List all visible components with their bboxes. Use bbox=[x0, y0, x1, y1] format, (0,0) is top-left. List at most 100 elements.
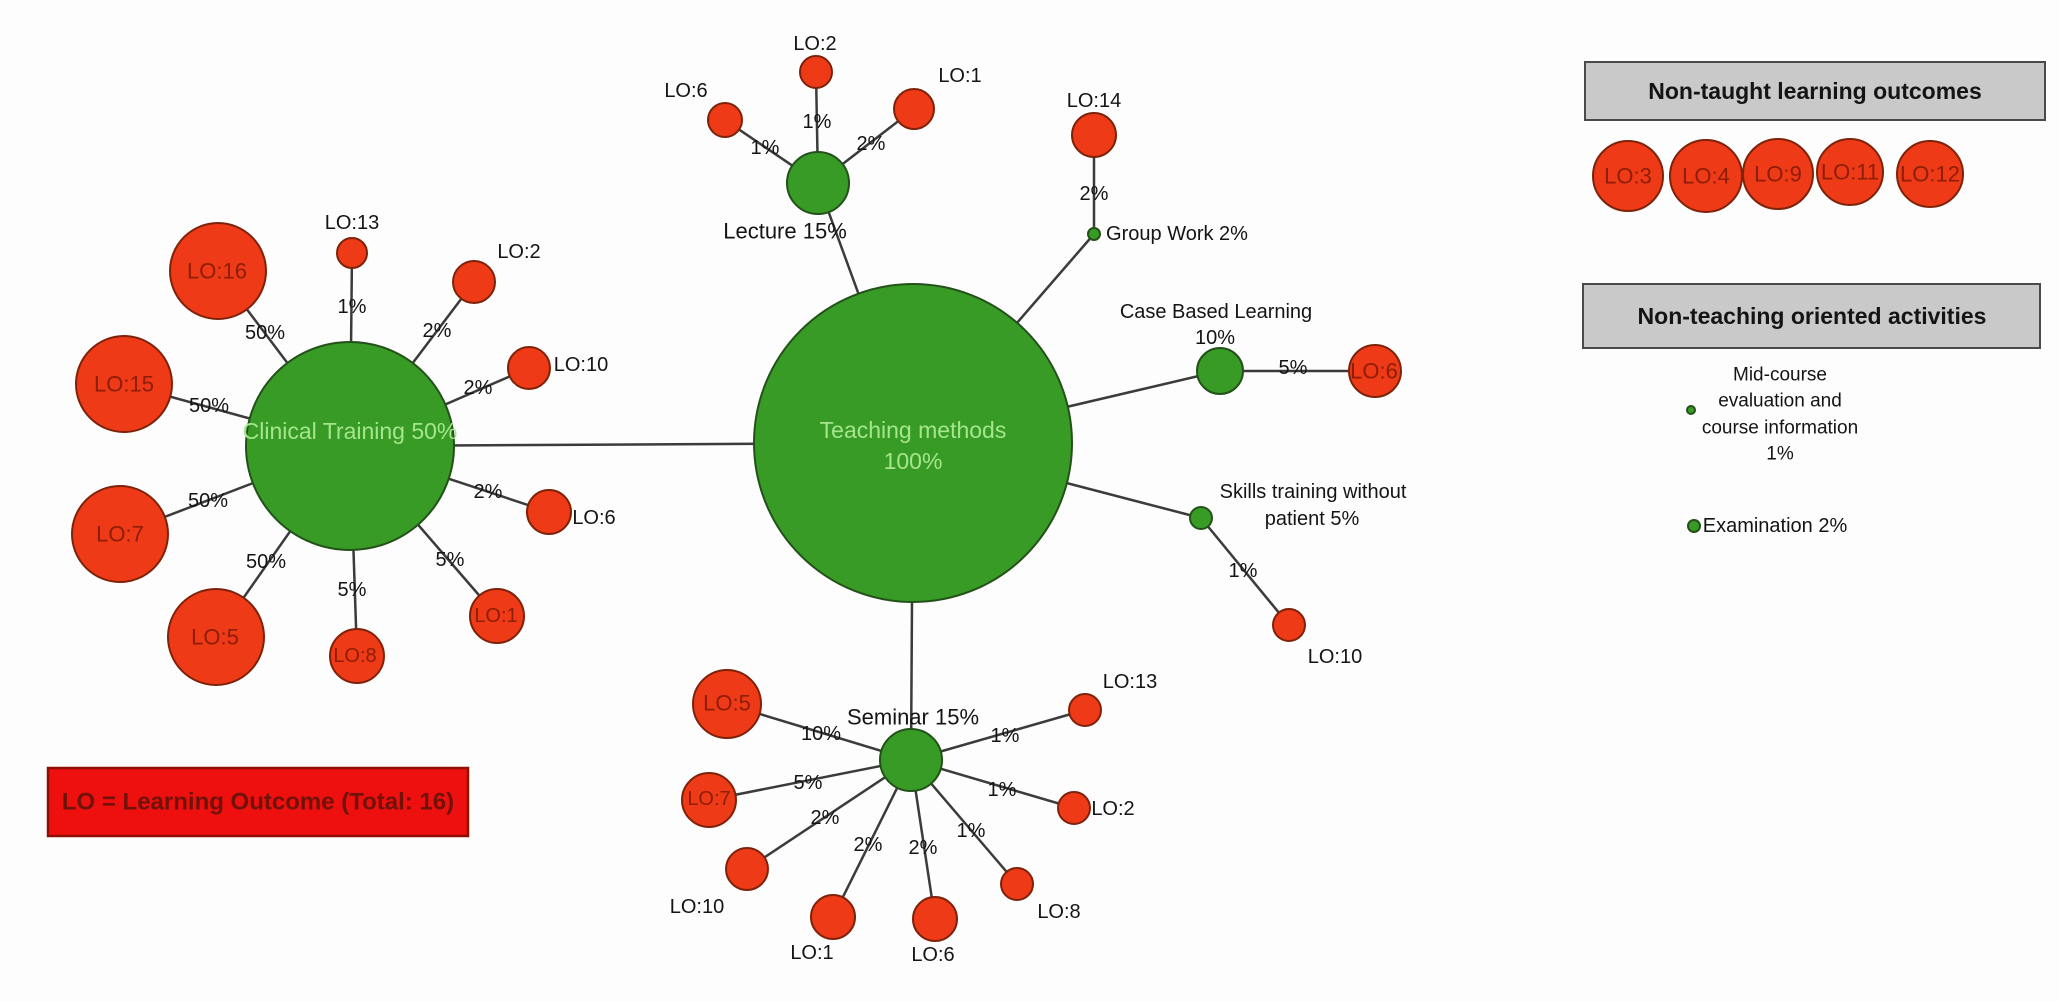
clinical-sat-lo5-label: LO:5 bbox=[191, 625, 239, 650]
seminar-pct-lo5: 10% bbox=[801, 723, 841, 745]
panel-non-taught: Non-taught learning outcomes LO:3 LO:4 L… bbox=[1584, 61, 2046, 213]
seminar-sat-lo1-label: LO:1 bbox=[790, 942, 833, 964]
groupwork-pct-lo14: 2% bbox=[1080, 183, 1109, 205]
seminar-node bbox=[879, 728, 943, 792]
seminar-sat-lo13 bbox=[1068, 693, 1102, 727]
case-based-label-line2: 10% bbox=[1195, 327, 1235, 349]
non-taught-lo12 bbox=[1896, 140, 1964, 208]
non-taught-lo3-label: LO:3 bbox=[1604, 164, 1652, 189]
lecture-pct-lo2: 1% bbox=[803, 111, 832, 133]
group-work-label: Group Work 2% bbox=[1106, 223, 1248, 245]
casebased-sat-lo6 bbox=[1348, 344, 1402, 398]
clinical-pct-lo2: 2% bbox=[423, 320, 452, 342]
legend-note-text: LO = Learning Outcome (Total: 16) bbox=[62, 789, 454, 816]
casebased-pct-lo6: 5% bbox=[1279, 357, 1308, 379]
seminar-pct-lo6: 2% bbox=[909, 837, 938, 859]
case-based-node bbox=[1196, 347, 1244, 395]
clinical-sat-lo2 bbox=[452, 260, 496, 304]
clinical-sat-lo7-label: LO:7 bbox=[96, 522, 144, 547]
seminar-sat-lo6-label: LO:6 bbox=[911, 944, 954, 966]
clinical-sat-lo8 bbox=[329, 628, 385, 684]
clinical-sat-lo6-label: LO:6 bbox=[572, 507, 615, 529]
non-taught-lo12-label: LO:12 bbox=[1900, 162, 1960, 187]
seminar-sat-lo8 bbox=[1000, 867, 1034, 901]
clinical-sat-lo8-label: LO:8 bbox=[333, 645, 376, 667]
seminar-sat-lo2-label: LO:2 bbox=[1091, 798, 1134, 820]
seminar-pct-lo10: 2% bbox=[811, 807, 840, 829]
clinical-pct-lo8: 5% bbox=[338, 579, 367, 601]
seminar-sat-lo5-label: LO:5 bbox=[703, 691, 751, 716]
clinical-sat-lo1-label: LO:1 bbox=[474, 605, 517, 627]
skills-sat-lo10 bbox=[1272, 608, 1306, 642]
non-taught-header-box bbox=[1584, 61, 2046, 121]
edge-skills-lo10 bbox=[1200, 517, 1290, 626]
seminar-pct-lo7: 5% bbox=[794, 772, 823, 794]
clinical-sat-lo6 bbox=[526, 489, 572, 535]
skills-label-line2: patient 5% bbox=[1265, 508, 1360, 530]
clinical-sat-lo10-label: LO:10 bbox=[554, 354, 608, 376]
panel-non-teaching: Non-teaching oriented activities Mid-cou… bbox=[1582, 283, 2041, 537]
casebased-sat-lo6-label: LO:6 bbox=[1350, 359, 1398, 384]
clinical-sat-lo16 bbox=[169, 222, 267, 320]
clinical-pct-lo1: 5% bbox=[436, 549, 465, 571]
seminar-sat-lo7-label: LO:7 bbox=[687, 788, 730, 810]
clinical-pct-lo15: 50% bbox=[189, 395, 229, 417]
clinical-sat-lo7 bbox=[71, 485, 169, 583]
clinical-sat-lo13-label: LO:13 bbox=[325, 212, 379, 234]
groupwork-sat-lo14 bbox=[1071, 112, 1117, 158]
edge-seminar-lo7 bbox=[708, 758, 912, 802]
lecture-sat-lo1 bbox=[893, 88, 935, 130]
mid-course-line3: course information bbox=[1702, 418, 1858, 439]
lecture-sat-lo6-label: LO:6 bbox=[664, 80, 707, 102]
lecture-sat-lo6 bbox=[707, 102, 743, 138]
mid-course-line2: evaluation and bbox=[1718, 391, 1842, 412]
skills-label-line1: Skills training without bbox=[1220, 481, 1407, 503]
groupwork-sat-lo14-label: LO:14 bbox=[1067, 90, 1121, 112]
non-taught-lo3 bbox=[1592, 140, 1664, 212]
clinical-pct-lo6: 2% bbox=[474, 481, 503, 503]
seminar-sat-lo8-label: LO:8 bbox=[1037, 901, 1080, 923]
mid-course-line1: Mid-course bbox=[1733, 365, 1827, 386]
seminar-sat-lo10-label: LO:10 bbox=[670, 896, 724, 918]
case-based-label-line1: Case Based Learning bbox=[1120, 301, 1312, 323]
lecture-label: Lecture 15% bbox=[723, 219, 847, 244]
teaching-methods-percent: 100% bbox=[884, 448, 943, 474]
teaching-methods-node bbox=[753, 283, 1073, 603]
clinical-pct-lo16: 50% bbox=[245, 322, 285, 344]
lecture-pct-lo1: 2% bbox=[857, 133, 886, 155]
legend: LO = Learning Outcome (Total: 16) bbox=[46, 766, 470, 838]
seminar-label: Seminar 15% bbox=[847, 705, 979, 730]
examination-dot bbox=[1687, 519, 1701, 533]
group-work-node bbox=[1087, 227, 1101, 241]
teaching-methods-label: Teaching methods bbox=[820, 417, 1007, 443]
clinical-sat-lo5 bbox=[167, 588, 265, 686]
lecture-sat-lo1-label: LO:1 bbox=[938, 65, 981, 87]
examination-label: Examination 2% bbox=[1703, 515, 1848, 537]
nodes bbox=[71, 55, 1402, 942]
seminar-sat-lo1 bbox=[810, 894, 856, 940]
clinical-sat-lo10 bbox=[507, 346, 551, 390]
seminar-pct-lo1: 2% bbox=[854, 834, 883, 856]
non-taught-lo11 bbox=[1816, 138, 1884, 206]
seminar-sat-lo6 bbox=[912, 896, 958, 942]
non-taught-lo11-label: LO:11 bbox=[1821, 160, 1879, 185]
skills-pct-lo10: 1% bbox=[1229, 560, 1258, 582]
clinical-sat-lo15 bbox=[75, 335, 173, 433]
clinical-training-node bbox=[245, 341, 455, 551]
seminar-sat-lo13-label: LO:13 bbox=[1103, 671, 1157, 693]
seminar-sat-lo10 bbox=[725, 847, 769, 891]
clinical-sat-lo2-label: LO:2 bbox=[497, 241, 540, 263]
non-teaching-title: Non-teaching oriented activities bbox=[1638, 303, 1987, 329]
labels: Teaching methods 100% Clinical Training … bbox=[94, 33, 1407, 966]
clinical-pct-lo5: 50% bbox=[246, 551, 286, 573]
clinical-sat-lo1 bbox=[469, 588, 525, 644]
clinical-pct-lo10: 2% bbox=[464, 377, 493, 399]
seminar-pct-lo13: 1% bbox=[991, 725, 1020, 747]
seminar-sat-lo5 bbox=[692, 669, 762, 739]
non-taught-lo4 bbox=[1669, 139, 1743, 213]
clinical-training-label: Clinical Training 50% bbox=[243, 418, 458, 444]
lecture-pct-lo6: 1% bbox=[751, 137, 780, 159]
non-taught-title: Non-taught learning outcomes bbox=[1648, 78, 1982, 104]
clinical-sat-lo15-label: LO:15 bbox=[94, 372, 154, 397]
